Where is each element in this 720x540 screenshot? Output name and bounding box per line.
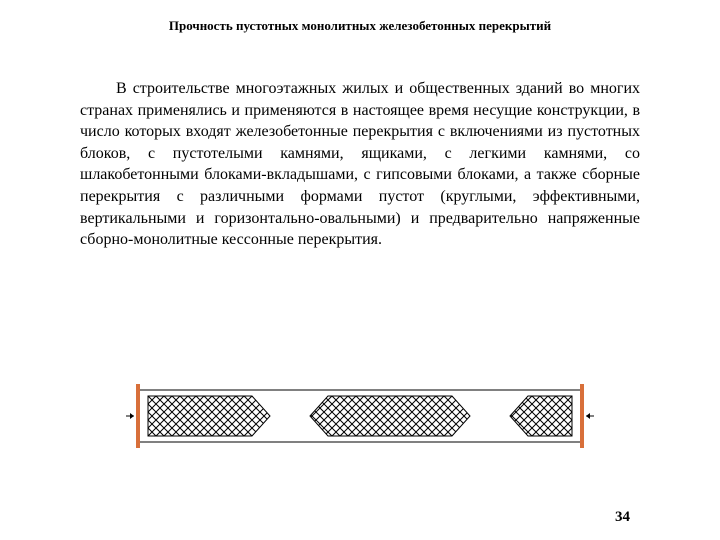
page: Прочность пустотных монолитных железобет… bbox=[0, 0, 720, 540]
slab-svg bbox=[120, 376, 600, 456]
page-number: 34 bbox=[615, 509, 630, 526]
page-title: Прочность пустотных монолитных железобет… bbox=[0, 18, 720, 34]
slab-cross-section-figure bbox=[120, 376, 600, 456]
body-paragraph: В строительстве многоэтажных жилых и общ… bbox=[80, 78, 640, 251]
